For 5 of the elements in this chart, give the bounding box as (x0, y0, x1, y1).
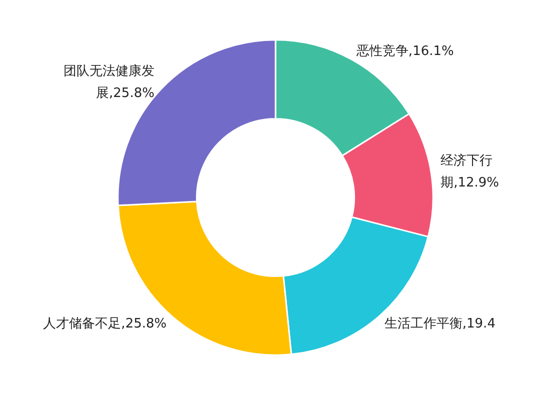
slice-label: 经济下行期,12.9% (440, 153, 500, 190)
slice-label: 生活工作平衡,19.4 (384, 316, 496, 332)
slice-label: 人才储备不足,25.8% (43, 316, 167, 332)
slice-label: 团队无法健康发展,25.8% (63, 64, 154, 101)
slice-label: 恶性竞争,16.1% (355, 44, 454, 59)
